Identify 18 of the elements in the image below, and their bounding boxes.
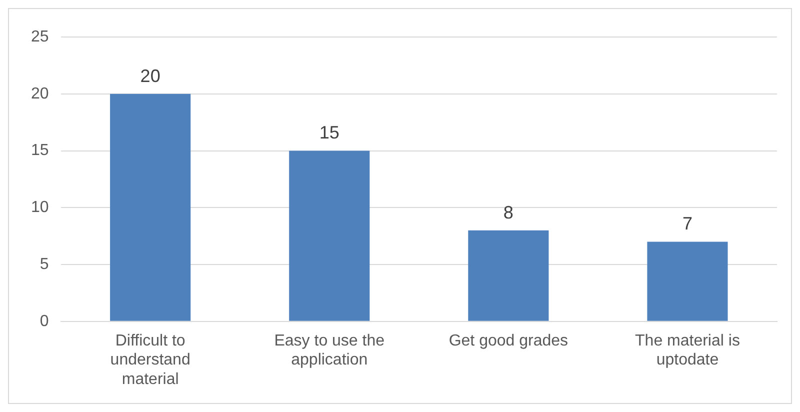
y-tick-label: 20: [31, 85, 49, 102]
x-tick-label: Difficult to understand material: [110, 332, 190, 388]
data-label: 7: [682, 214, 692, 234]
bar: [468, 230, 549, 321]
x-tick-label: Easy to use the application: [274, 332, 385, 369]
bar: [647, 242, 728, 321]
bar: [289, 150, 370, 321]
data-label: 20: [140, 66, 160, 86]
y-tick-label: 10: [31, 199, 49, 216]
data-label: 8: [503, 202, 514, 222]
y-tick-label: 15: [31, 142, 49, 160]
x-tick-label: The material is uptodate: [635, 332, 740, 369]
bar: [110, 94, 191, 321]
y-tick-label: 5: [40, 256, 49, 273]
data-label: 15: [319, 122, 340, 143]
y-tick-label: 25: [31, 28, 49, 46]
x-tick-label: Get good grades: [448, 332, 568, 350]
y-tick-label: 0: [40, 312, 49, 330]
